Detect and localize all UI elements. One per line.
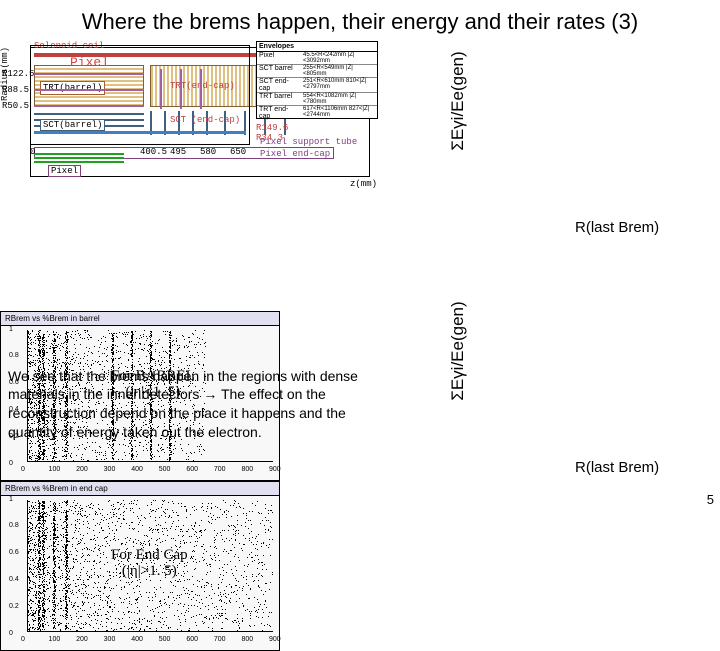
z-axis-label: z(mm) [350,179,377,189]
scatter-endcap-title: RBrem vs %Brem in end cap [1,482,279,496]
ylabel-top: ΣEγi/Ee(gen) [448,41,468,161]
xlabel-bottom: R(last Brem) [575,459,659,476]
pixel-endcap-label: Pixel end-cap [260,149,330,159]
scatter-barrel-title: RBrem vs %Brem in barrel [1,312,279,326]
page-number: 5 [707,492,714,507]
pixel-label: Pixel [48,165,81,177]
ylabel-bottom: ΣEγi/Ee(gen) [448,291,468,411]
pixel-zoom-title: Pixel [70,55,109,70]
scatter-endcap: RBrem vs %Brem in end cap For End Cap (|… [0,481,280,651]
envelopes-title: Envelopes [257,42,377,52]
scatter-endcap-annotation: For End Cap (|η|>1. 5) [111,547,188,580]
slide-title: Where the brems happen, their energy and… [0,0,720,41]
detector-schematic-pixel: Pixel R122.5 R88.5 R50.5 0 400.5 495 580… [0,191,380,311]
content-area: Solenoid coil TRT(barrel) TRT(end-cap) S… [0,41,720,509]
caption-text: We see that the brems happen in the regi… [8,367,388,443]
xlabel-top: R(last Brem) [575,219,659,236]
